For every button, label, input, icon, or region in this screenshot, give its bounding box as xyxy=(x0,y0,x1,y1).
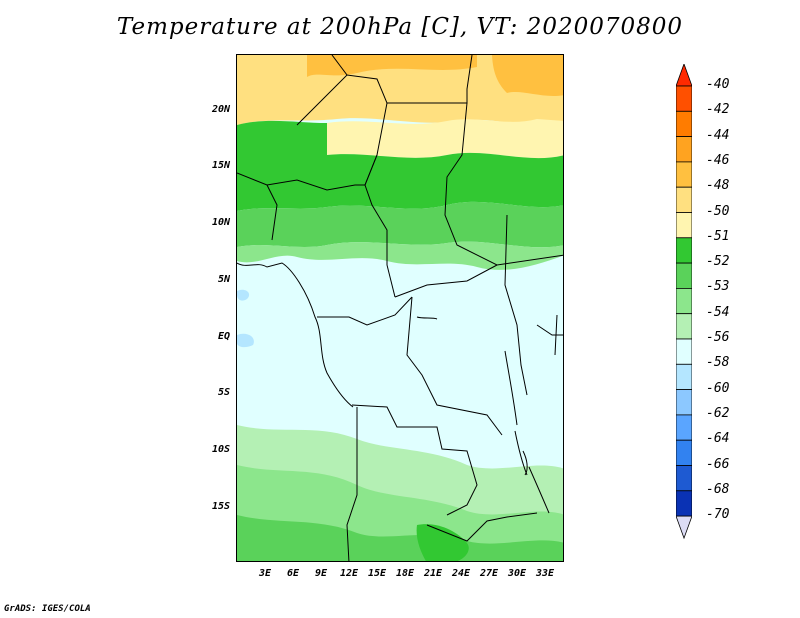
colorbar-label: -58 xyxy=(706,355,730,371)
colorbar-swatch xyxy=(676,212,692,239)
colorbar-label: -44 xyxy=(706,127,730,143)
colorbar-swatch xyxy=(676,414,692,441)
band-minus53b xyxy=(237,241,563,270)
colorbar-label: -52 xyxy=(706,254,730,270)
colorbar-label: -66 xyxy=(706,456,730,472)
lat-label: 5S xyxy=(217,387,230,398)
band-minus52 xyxy=(237,120,563,211)
lat-label: EQ xyxy=(217,331,230,342)
colorbar-label: -50 xyxy=(706,203,730,219)
colorbar-label: -68 xyxy=(706,481,730,497)
lon-label: 12E xyxy=(339,568,359,579)
lon-label: 24E xyxy=(451,568,471,579)
lon-label: 15E xyxy=(367,568,387,579)
lon-label: 33E xyxy=(535,568,555,579)
colorbar-swatch xyxy=(676,490,692,517)
colorbar-swatch xyxy=(676,85,692,112)
colorbar-swatch xyxy=(676,237,692,264)
colorbar-swatch xyxy=(676,110,692,137)
colorbar-label: -42 xyxy=(706,102,730,118)
colorbar-swatch xyxy=(676,515,692,540)
band-minus51 xyxy=(327,119,563,159)
colorbar-label: -51 xyxy=(706,228,730,244)
lat-label: 20N xyxy=(211,104,230,115)
colorbar-swatch xyxy=(676,439,692,466)
colorbar-label: -53 xyxy=(706,279,730,295)
band-minus53 xyxy=(237,201,563,248)
colorbar-swatch xyxy=(676,287,692,315)
lon-label: 9E xyxy=(314,568,328,579)
band-minus48-west xyxy=(307,55,477,77)
map-panel xyxy=(236,54,564,562)
colorbar-label: -70 xyxy=(706,507,730,523)
lon-label: 30E xyxy=(507,568,527,579)
colorbar-label: -56 xyxy=(706,330,730,345)
colorbar-label: -46 xyxy=(706,152,730,168)
lat-label: 15S xyxy=(211,501,230,512)
colorbar-label: -62 xyxy=(706,405,730,421)
temperature-field-map xyxy=(237,55,563,561)
coastline xyxy=(237,262,550,514)
band-minus52-south xyxy=(237,515,563,561)
lon-label: 21E xyxy=(423,568,443,579)
colorbar-label: -54 xyxy=(706,304,730,320)
colorbar-label: -48 xyxy=(706,178,730,194)
lon-label: 3E xyxy=(258,568,272,579)
colorbar-swatch xyxy=(676,465,692,492)
colorbar-swatch xyxy=(676,136,692,163)
lat-label: 10N xyxy=(211,217,230,228)
lat-label: 5N xyxy=(217,274,230,285)
colorbar-swatch xyxy=(676,64,692,87)
band-minus56-west xyxy=(237,289,250,301)
colorbar-swatch xyxy=(676,262,692,289)
lon-label: 27E xyxy=(479,568,499,579)
lon-label: 6E xyxy=(286,568,300,579)
colorbar-swatch xyxy=(676,338,692,365)
colorbar-swatch xyxy=(676,186,692,213)
colorbar-label: -60 xyxy=(706,380,730,396)
lat-label: 10S xyxy=(211,444,230,455)
colorbar-swatch xyxy=(676,389,692,416)
grads-credit: GrADS: IGES/COLA xyxy=(4,604,91,614)
colorbar-swatch xyxy=(676,363,692,390)
chart-title: Temperature at 200hPa [C], VT: 202007080… xyxy=(116,14,684,40)
band-minus52-core xyxy=(416,524,469,561)
lat-label: 15N xyxy=(211,160,230,171)
colorbar-swatch xyxy=(676,313,692,340)
colorbar xyxy=(676,64,692,540)
band-minus56-coast xyxy=(237,333,254,348)
colorbar-swatch xyxy=(676,161,692,188)
lon-label: 18E xyxy=(395,568,415,579)
country-borders xyxy=(237,55,563,561)
colorbar-label: -40 xyxy=(706,77,730,92)
band-minus48-east xyxy=(492,55,563,96)
colorbar-label: -64 xyxy=(706,431,730,447)
